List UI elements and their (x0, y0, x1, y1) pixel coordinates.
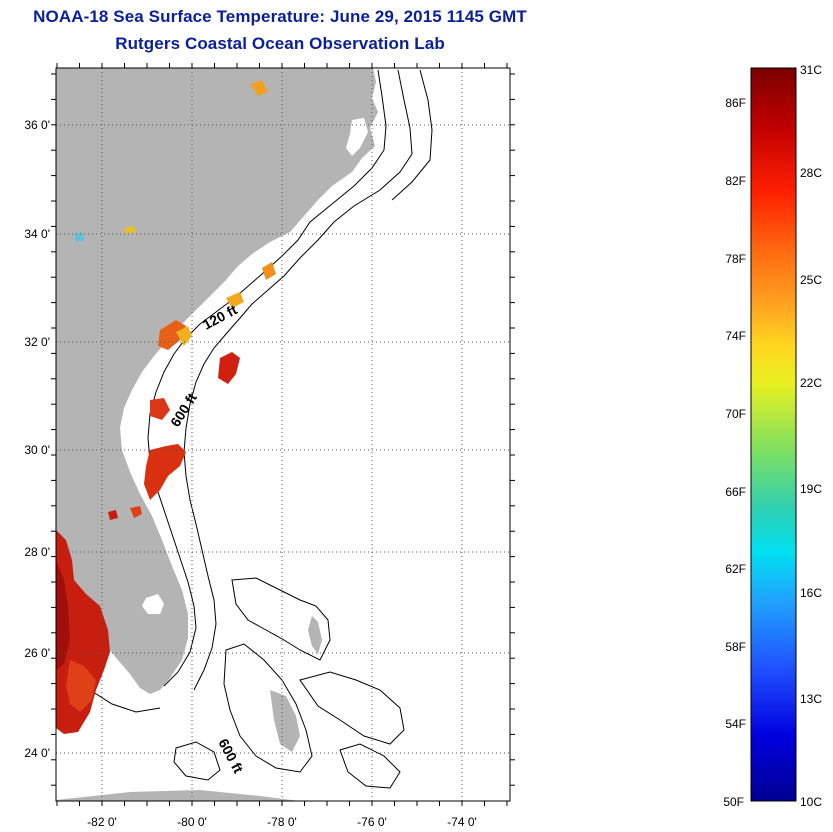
pamlico-sound (346, 118, 368, 156)
colorbar (750, 67, 797, 802)
colorbar-f-label: 58F (725, 640, 746, 654)
lon-label: -76 0' (357, 815, 387, 829)
colorbar-c-label: 13C (800, 692, 822, 706)
colorbar-f-label: 82F (725, 174, 746, 188)
bahamas-contour-4 (173, 741, 221, 781)
lon-label: -74 0' (447, 815, 477, 829)
andros-land (270, 690, 300, 752)
lat-label: 28 0' (24, 545, 50, 559)
sst-patch-ga-coast (150, 398, 170, 420)
lat-label: 24 0' (24, 746, 50, 760)
latitude-labels: 36 0' 34 0' 32 0' 30 0' 28 0' 26 0' 24 0… (24, 118, 50, 760)
sst-patch-inland-4 (124, 226, 136, 234)
contour-120ft (147, 69, 387, 687)
lat-label: 30 0' (24, 443, 50, 457)
sst-patch-orange-nc-2 (226, 292, 244, 308)
longitude-labels: -82 0' -80 0' -78 0' -76 0' -74 0' (87, 815, 477, 829)
cuba-land (56, 790, 300, 801)
colorbar-c-label: 19C (800, 482, 822, 496)
colorbar-c-labels: 31C 28C 25C 22C 19C 16C 13C 10C (800, 63, 822, 809)
sst-patch-yellow-1 (176, 326, 192, 346)
colorbar-f-label: 74F (725, 329, 746, 343)
colorbar-c-label: 10C (800, 795, 822, 809)
sst-patch-shelf-edge (218, 352, 240, 384)
contour-600ft-b (391, 69, 433, 201)
contour-600ft (183, 69, 413, 691)
map-frame (55, 67, 511, 802)
colorbar-c-label: 28C (800, 166, 822, 180)
lat-label: 26 0' (24, 646, 50, 660)
sst-patch-inland-2 (250, 80, 268, 96)
colorbar-f-label: 54F (725, 717, 746, 731)
colorbar-f-label: 78F (725, 252, 746, 266)
colorbar-f-label: 86F (725, 96, 746, 110)
sst-patch-coast-small (108, 510, 118, 520)
lat-label: 34 0' (24, 227, 50, 241)
sst-patch-west-florida-2 (56, 560, 70, 670)
lat-label: 36 0' (24, 118, 50, 132)
colorbar-f-label: 50F (723, 795, 744, 809)
bahamas-contour-2 (223, 643, 313, 773)
bahamas-land (308, 616, 322, 654)
colorbar-c-label: 31C (800, 63, 822, 77)
colorbar-f-label: 70F (725, 407, 746, 421)
sst-patch-ne-fl (144, 444, 186, 500)
colorbar-f-label: 62F (725, 562, 746, 576)
bahamas-contour-1 (231, 577, 331, 661)
colorbar-c-label: 22C (800, 376, 822, 390)
sst-patches (56, 80, 276, 734)
map-title: NOAA-18 Sea Surface Temperature: June 29… (33, 7, 527, 26)
us-land (56, 68, 378, 694)
sst-patch-inland-1 (130, 506, 142, 518)
lon-label: -78 0' (267, 815, 297, 829)
axis-ticks (51, 63, 515, 806)
bahamas-contour-3 (299, 671, 405, 745)
colorbar-c-label: 25C (800, 273, 822, 287)
sst-patch-west-florida-3 (66, 660, 96, 712)
lon-label: -82 0' (87, 815, 117, 829)
bahamas-contour-5 (339, 743, 401, 789)
colorbar-c-label: 16C (800, 586, 822, 600)
lon-label: -80 0' (177, 815, 207, 829)
colorbar-f-labels: 86F 82F 78F 74F 70F 66F 62F 58F 54F 50F (723, 96, 746, 809)
colorbar-f-label: 66F (725, 485, 746, 499)
sst-patch-orange-nc (262, 262, 276, 280)
lat-label: 32 0' (24, 335, 50, 349)
map-subtitle: Rutgers Coastal Ocean Observation Lab (115, 34, 445, 53)
lake-okeechobee (142, 594, 164, 614)
